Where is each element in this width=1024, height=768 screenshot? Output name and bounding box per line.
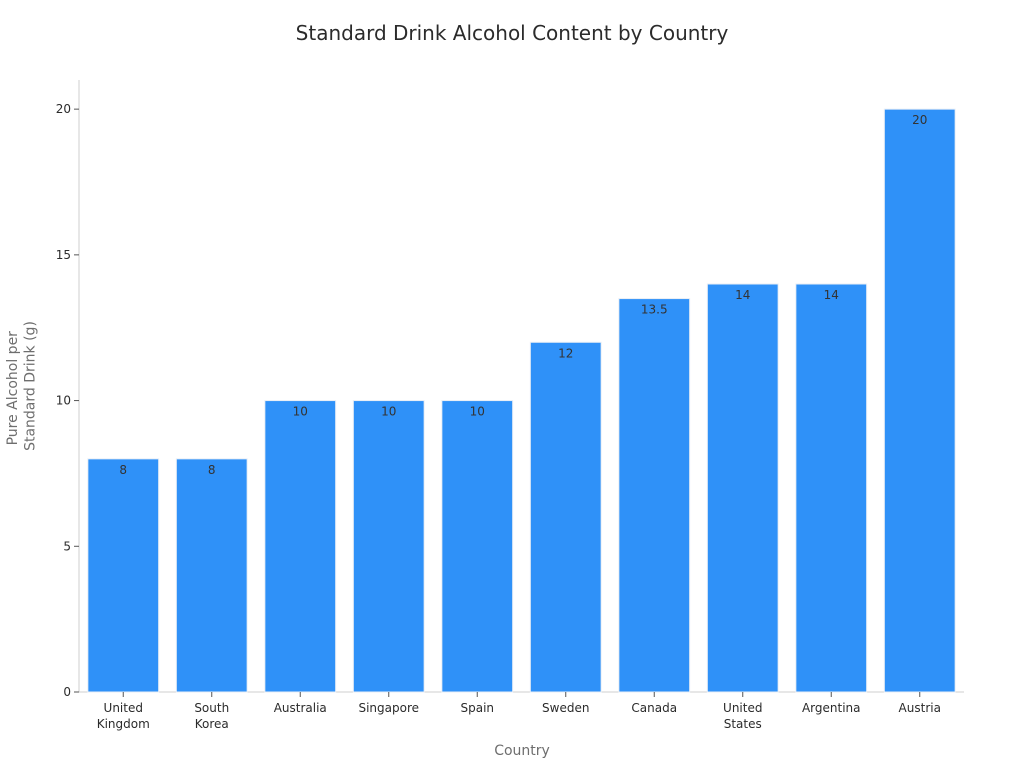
y-tick-label-3: 15 bbox=[56, 248, 71, 262]
x-tick-label-7: United States bbox=[723, 701, 762, 731]
y-tick-label-2: 10 bbox=[56, 394, 71, 408]
bar-0 bbox=[87, 458, 160, 693]
chart-title: Standard Drink Alcohol Content by Countr… bbox=[296, 21, 729, 45]
y-axis-title-line-1: Pure Alcohol per bbox=[5, 331, 21, 446]
y-tick-label-1: 5 bbox=[63, 539, 71, 553]
data-label-2: 10 bbox=[293, 405, 308, 419]
data-label-6: 13.5 bbox=[641, 303, 668, 317]
data-label-3: 10 bbox=[381, 405, 396, 419]
bar-8 bbox=[795, 283, 868, 693]
data-label-4: 10 bbox=[470, 405, 485, 419]
data-label-5: 12 bbox=[558, 346, 573, 360]
bar-7 bbox=[706, 283, 779, 693]
y-axis-title-line-2: Standard Drink (g) bbox=[22, 321, 38, 451]
x-axis-ticks: United Kingdom South Korea Australia Singapor… bbox=[97, 692, 941, 731]
x-tick-label-0: United Kingdom bbox=[97, 701, 150, 731]
x-axis-title: Country bbox=[494, 743, 550, 759]
bar-3 bbox=[352, 400, 425, 693]
bar-4 bbox=[441, 400, 514, 693]
bar-9 bbox=[883, 108, 956, 693]
bar-2 bbox=[264, 400, 337, 693]
data-labels: 8 8 10 10 10 12 13.5 14 14 20 bbox=[119, 113, 927, 477]
y-tick-label-4: 20 bbox=[56, 102, 71, 116]
data-label-8: 14 bbox=[824, 288, 839, 302]
x-tick-label-8: Argentina bbox=[802, 701, 861, 715]
bar-5 bbox=[529, 341, 602, 693]
data-label-1: 8 bbox=[208, 463, 216, 477]
y-axis-ticks: 0 5 10 15 20 bbox=[56, 102, 79, 699]
y-tick-label-0: 0 bbox=[63, 685, 71, 699]
x-tick-label-2: Australia bbox=[274, 701, 327, 715]
bars bbox=[87, 108, 956, 693]
x-tick-label-3: Singapore bbox=[358, 701, 419, 715]
x-tick-label-1: South Korea bbox=[194, 701, 229, 731]
data-label-0: 8 bbox=[119, 463, 127, 477]
x-tick-label-9: Austria bbox=[899, 701, 941, 715]
data-label-7: 14 bbox=[735, 288, 750, 302]
bar-6 bbox=[618, 298, 691, 693]
data-label-9: 20 bbox=[912, 113, 927, 127]
x-tick-label-6: Canada bbox=[631, 701, 677, 715]
bar-1 bbox=[175, 458, 248, 693]
x-tick-label-4: Spain bbox=[460, 701, 494, 715]
y-axis-title: Pure Alcohol per Standard Drink (g) bbox=[5, 321, 39, 451]
svg-text:Pure Alcohol per Standar: Pure Alcohol per Standard Drink (g) bbox=[5, 321, 39, 451]
x-tick-label-5: Sweden bbox=[542, 701, 589, 715]
